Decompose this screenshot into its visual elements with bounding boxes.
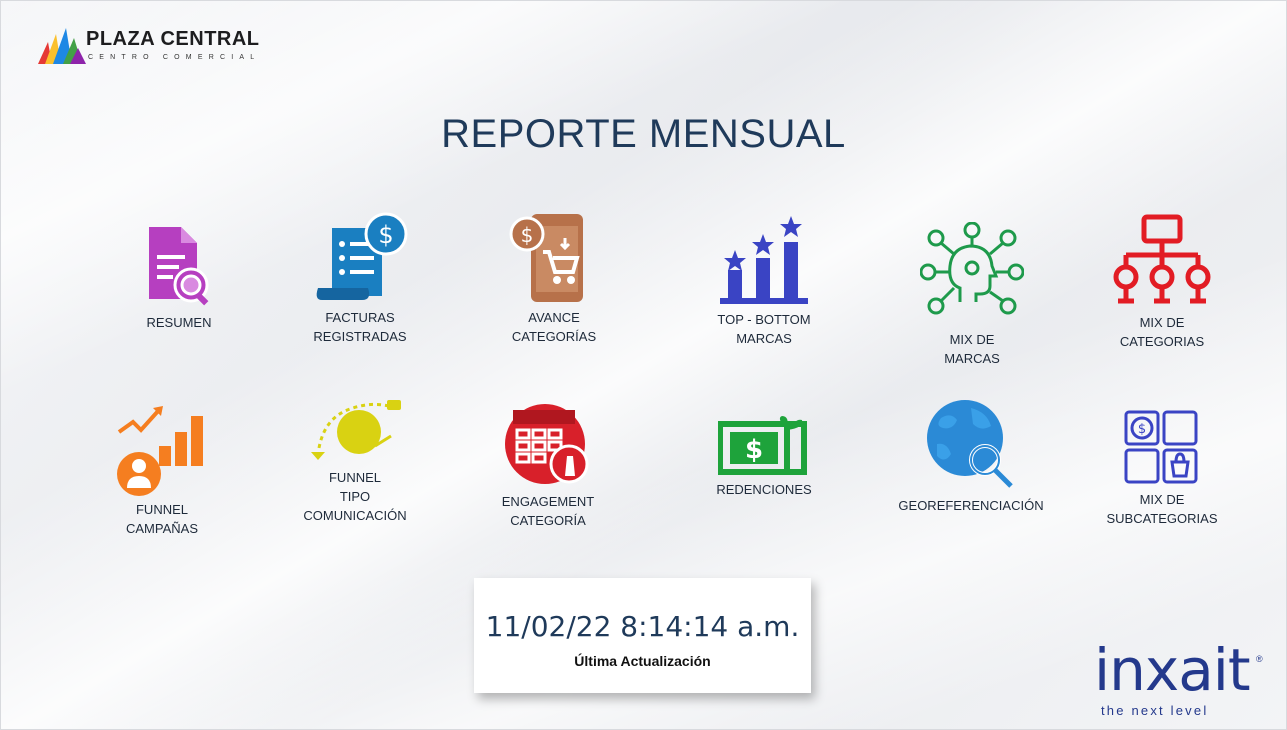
plaza-central-logo-mark-icon (38, 28, 86, 64)
logo-name: PLAZA CENTRAL (86, 28, 260, 50)
calendar-edit-icon (505, 404, 589, 484)
brand-registered-mark: ® (1256, 654, 1263, 664)
last-update-caption: Última Actualización (574, 653, 711, 669)
tile-engagement-categoria[interactable]: ENGAGEMENT CATEGORÍA (463, 402, 633, 530)
tile-resumen[interactable]: RESUMEN (94, 225, 264, 332)
tile-label: RESUMEN (146, 315, 212, 330)
globe-search-icon (927, 400, 1013, 488)
svg-text:$: $ (745, 435, 763, 465)
tile-facturas-registradas[interactable]: $ FACTURAS REGISTRADAS (275, 212, 445, 346)
tile-label: REDENCIONES (716, 482, 812, 497)
tile-mix-de-marcas[interactable]: MIX DE MARCAS (887, 222, 1057, 368)
tile-funnel-campanas[interactable]: FUNNEL CAMPAÑAS (77, 402, 247, 538)
document-search-icon (149, 227, 209, 306)
tile-redenciones[interactable]: $ REDENCIONES (679, 416, 849, 499)
last-update-card: 11/02/22 8:14:14 a.m. Última Actualizaci… (474, 578, 811, 693)
tile-label: GEOREFERENCIACIÓN (898, 498, 1044, 513)
inxait-logo: inxait ® the next level (1090, 636, 1270, 722)
tile-label: AVANCE CATEGORÍAS (511, 310, 597, 344)
tile-label: MIX DE CATEGORIAS (1119, 315, 1205, 349)
svg-text:$: $ (521, 223, 534, 247)
tile-label: TOP - BOTTOM MARCAS (717, 312, 811, 346)
tile-avance-categorias[interactable]: $ AVANCE CATEGORÍAS (469, 212, 639, 346)
tile-funnel-tipo-comunicacion[interactable]: FUNNEL TIPO COMUNICACIÓN (270, 398, 440, 525)
logo-subtitle: CENTRO COMERCIAL (88, 54, 261, 61)
invoice-icon: $ (316, 212, 408, 300)
brand-tagline: the next level (1101, 703, 1209, 718)
tile-label: MIX DE SUBCATEGORIAS (1106, 492, 1218, 526)
grid-money-icon: $ (1124, 410, 1198, 484)
mobile-cart-icon: $ (509, 214, 583, 302)
tile-label: FUNNEL TIPO COMUNICACIÓN (303, 470, 407, 523)
head-network-icon (920, 222, 1024, 315)
tile-top-bottom-marcas[interactable]: TOP - BOTTOM MARCAS (679, 214, 849, 348)
tile-label: FUNNEL CAMPAÑAS (126, 502, 198, 536)
tile-georeferenciacion[interactable]: GEOREFERENCIACIÓN (886, 398, 1056, 515)
tile-mix-de-categorias[interactable]: MIX DE CATEGORIAS (1077, 213, 1247, 351)
tile-label: FACTURAS REGISTRADAS (313, 310, 407, 344)
plaza-central-logo: PLAZA CENTRAL CENTRO COMERCIAL (36, 22, 306, 68)
gift-card-icon: $ (718, 416, 807, 475)
svg-text:$: $ (1138, 422, 1146, 437)
tile-label: MIX DE MARCAS (944, 332, 1000, 366)
communication-icon (311, 400, 401, 460)
svg-text:$: $ (378, 221, 393, 249)
last-update-datetime: 11/02/22 8:14:14 a.m. (485, 610, 800, 643)
growth-user-icon (117, 406, 203, 496)
brand-name: inxait (1094, 636, 1251, 704)
tile-mix-de-subcategorias[interactable]: $ MIX DE SUBCATEGORIAS (1077, 410, 1247, 528)
page-title: REPORTE MENSUAL (441, 112, 846, 156)
bar-stars-icon (720, 216, 808, 304)
hierarchy-icon (1113, 214, 1211, 304)
tile-label: ENGAGEMENT CATEGORÍA (501, 494, 595, 528)
